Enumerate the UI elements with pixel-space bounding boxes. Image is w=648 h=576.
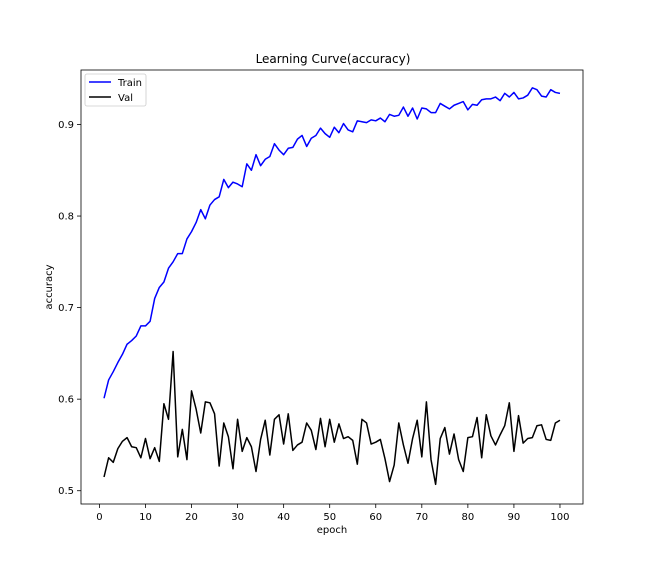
y-axis-ticks: 0.5 0.6 0.7 0.8 0.9: [58, 120, 81, 497]
y-tick-label: 0.6: [58, 395, 74, 406]
series-line-train: [103, 87, 561, 399]
x-tick-label: 80: [461, 512, 474, 523]
plot-frame: [80, 69, 584, 505]
x-axis-ticks: 0 10 20 30 40 50 60 70 80 90 100: [96, 504, 570, 523]
legend: Train Val: [84, 73, 147, 107]
legend-val-label: Val: [118, 93, 133, 104]
x-tick-label: 90: [508, 512, 521, 523]
series-lines: [103, 87, 561, 486]
series-line-val: [103, 350, 561, 486]
x-tick-label: 50: [323, 512, 336, 523]
x-tick-label: 100: [550, 512, 569, 523]
x-tick-label: 0: [96, 512, 102, 523]
x-axis-label: epoch: [317, 525, 347, 536]
x-tick-label: 60: [369, 512, 382, 523]
chart-title: Learning Curve(accuracy): [256, 52, 411, 66]
x-tick-label: 20: [185, 512, 198, 523]
x-tick-label: 10: [139, 512, 152, 523]
x-tick-label: 40: [277, 512, 290, 523]
y-tick-label: 0.9: [58, 120, 74, 131]
y-tick-label: 0.7: [58, 303, 74, 314]
y-axis-label: accuracy: [44, 264, 55, 309]
x-tick-label: 70: [415, 512, 428, 523]
x-tick-label: 30: [231, 512, 244, 523]
legend-train-label: Train: [117, 78, 142, 89]
y-tick-label: 0.5: [58, 486, 74, 497]
y-tick-label: 0.8: [58, 212, 74, 223]
